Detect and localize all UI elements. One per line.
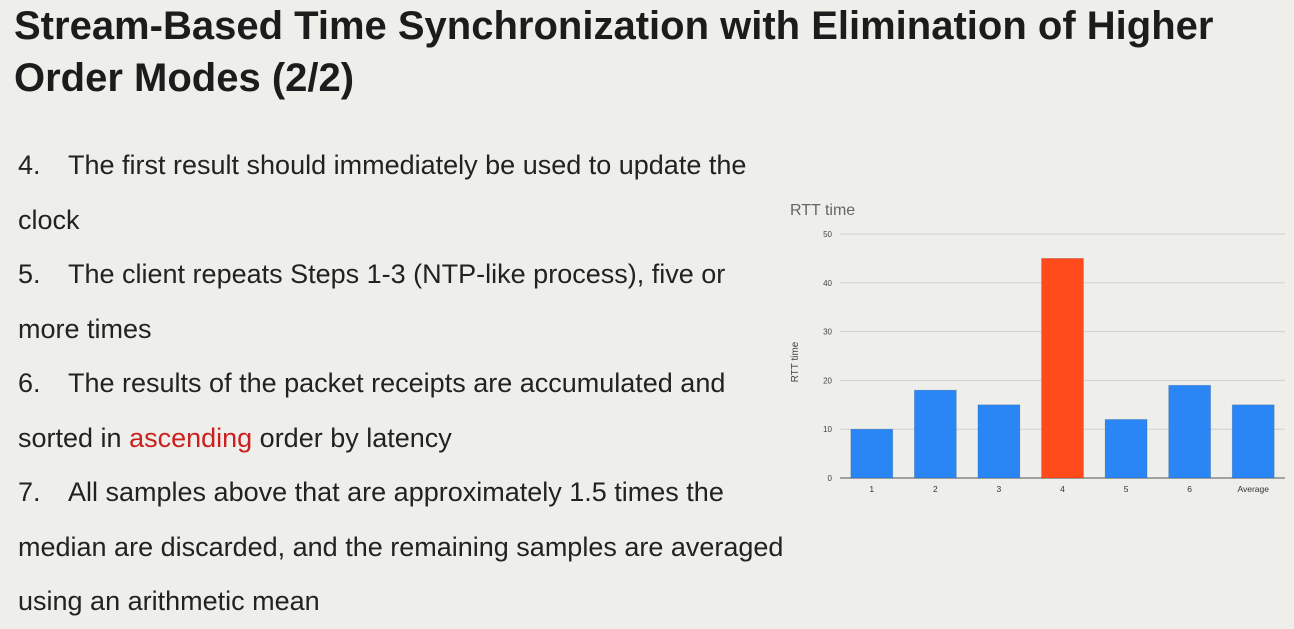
x-tick-label: 3	[997, 484, 1002, 494]
bar	[977, 404, 1021, 479]
bar	[1231, 404, 1275, 479]
x-tick-label: Average	[1237, 484, 1269, 494]
x-tick-label: 1	[869, 484, 874, 494]
y-tick-label: 0	[828, 474, 833, 483]
y-tick-label: 30	[823, 328, 832, 337]
bar	[1168, 384, 1212, 479]
item-text: The client repeats Steps 1-3 (NTP-like p…	[18, 259, 726, 344]
list-item: 5. The client repeats Steps 1-3 (NTP-like…	[18, 247, 788, 356]
y-tick-label: 50	[823, 230, 832, 239]
y-tick-label: 20	[823, 376, 832, 385]
item-text: The first result should immediately be u…	[18, 150, 747, 235]
item-number: 5.	[18, 259, 41, 289]
x-tick-label: 6	[1187, 484, 1192, 494]
bar	[1041, 258, 1084, 479]
x-tick-label: 5	[1124, 484, 1129, 494]
y-tick-label: 40	[823, 279, 832, 288]
bar	[1104, 419, 1148, 479]
list-item: 4. The first result should immediately be…	[18, 138, 788, 247]
item-number: 6.	[18, 368, 41, 398]
highlighted-word: ascending	[129, 422, 253, 453]
chart-title: RTT time	[790, 202, 855, 219]
item-text-end: order by latency	[252, 422, 452, 453]
x-tick-label: 4	[1060, 484, 1065, 494]
slide-title: Stream-Based Time Synchronization with E…	[14, 4, 1214, 100]
item-text: All samples above that are approximately…	[18, 477, 784, 616]
list-item: 6. The results of the packet receipts are…	[18, 356, 788, 465]
item-number: 4.	[18, 150, 41, 180]
item-text: The results of the packet receipts are a…	[18, 368, 726, 453]
list-item: 7. All samples above that are approximate…	[18, 465, 788, 629]
y-tick-label: 10	[823, 425, 832, 434]
bar	[913, 389, 957, 479]
item-number: 7.	[18, 477, 41, 507]
rtt-bar-chart: RTT time RTT time 0 10 20 30 40 50 1 2 3 4 5 6 Aver…	[790, 202, 1285, 494]
x-tick-label: 2	[933, 484, 938, 494]
y-axis-label: RTT time	[790, 341, 801, 382]
bullet-list: 4. The first result should immediately be…	[18, 138, 788, 629]
bar	[850, 428, 894, 479]
